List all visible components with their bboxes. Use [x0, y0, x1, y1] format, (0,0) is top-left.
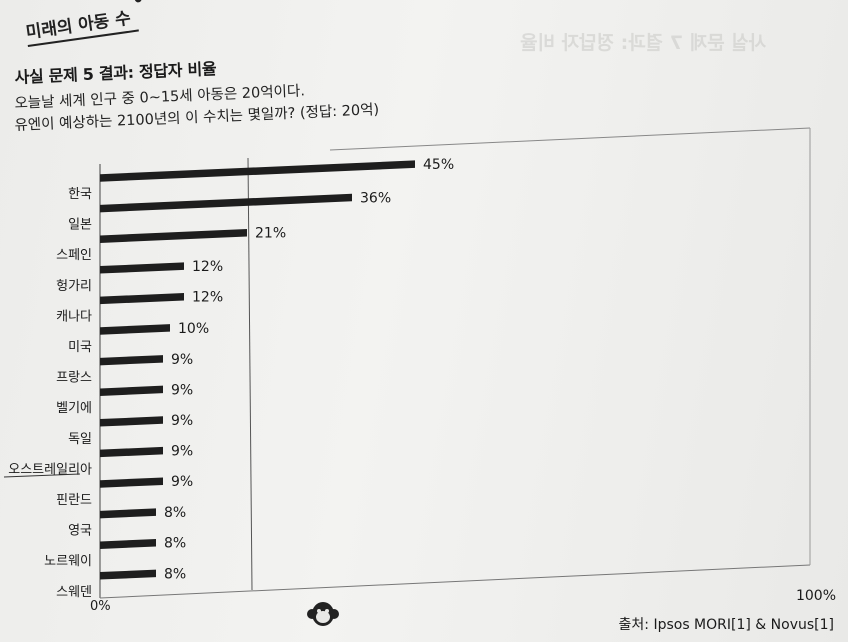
bar: [100, 477, 163, 488]
value-label: 8%: [164, 505, 186, 521]
bar: [100, 446, 163, 458]
category-label: 프랑스: [56, 371, 92, 386]
category-label: 일본: [68, 218, 92, 233]
value-label: 9%: [171, 413, 193, 429]
value-label: 12%: [192, 259, 223, 275]
category-label: 벨기에: [56, 401, 92, 416]
value-label: 8%: [164, 536, 186, 552]
value-label: 9%: [171, 382, 193, 398]
label-underline: [3, 473, 81, 478]
value-label: 10%: [178, 321, 209, 337]
category-label: 스웨덴: [56, 585, 92, 600]
x-tick-label: 0%: [90, 599, 111, 614]
category-label: 오스트레일리아: [8, 462, 92, 477]
frame-top-line: [329, 127, 811, 151]
value-label: 12%: [192, 290, 223, 306]
bar: [100, 416, 163, 427]
reference-line-20pct: [247, 157, 253, 591]
value-label: 36%: [360, 191, 391, 207]
bar: [100, 385, 163, 396]
category-label: 노르웨이: [44, 554, 92, 569]
bar: [100, 324, 170, 335]
value-label: 8%: [164, 566, 186, 582]
category-label: 캐나다: [56, 309, 92, 324]
monkey-mascot-icon: [307, 602, 339, 626]
value-label: 9%: [171, 352, 193, 368]
bar: [100, 160, 415, 182]
category-label: 헝가리: [56, 279, 92, 294]
bar: [100, 228, 247, 243]
bar: [100, 355, 163, 366]
bar: [100, 193, 352, 213]
bar: [100, 292, 184, 305]
value-label: 9%: [171, 444, 193, 460]
category-label: 미국: [68, 340, 92, 355]
value-label: 9%: [171, 474, 193, 490]
category-label: 독일: [68, 432, 92, 447]
x-tick-label: 100%: [796, 588, 836, 604]
bar: [100, 569, 156, 580]
bar: [100, 538, 156, 549]
category-label: 핀란드: [56, 493, 92, 508]
source-note: 출처: Ipsos MORI[1] & Novus[1]: [618, 617, 834, 633]
category-label: 스페인: [56, 248, 92, 263]
value-label: 45%: [423, 157, 454, 173]
category-label: 한국: [68, 187, 92, 202]
value-label: 21%: [255, 226, 286, 242]
x-axis-line: [99, 564, 811, 599]
bar: [100, 262, 184, 274]
category-label: 영국: [68, 524, 92, 539]
bar: [100, 508, 156, 519]
